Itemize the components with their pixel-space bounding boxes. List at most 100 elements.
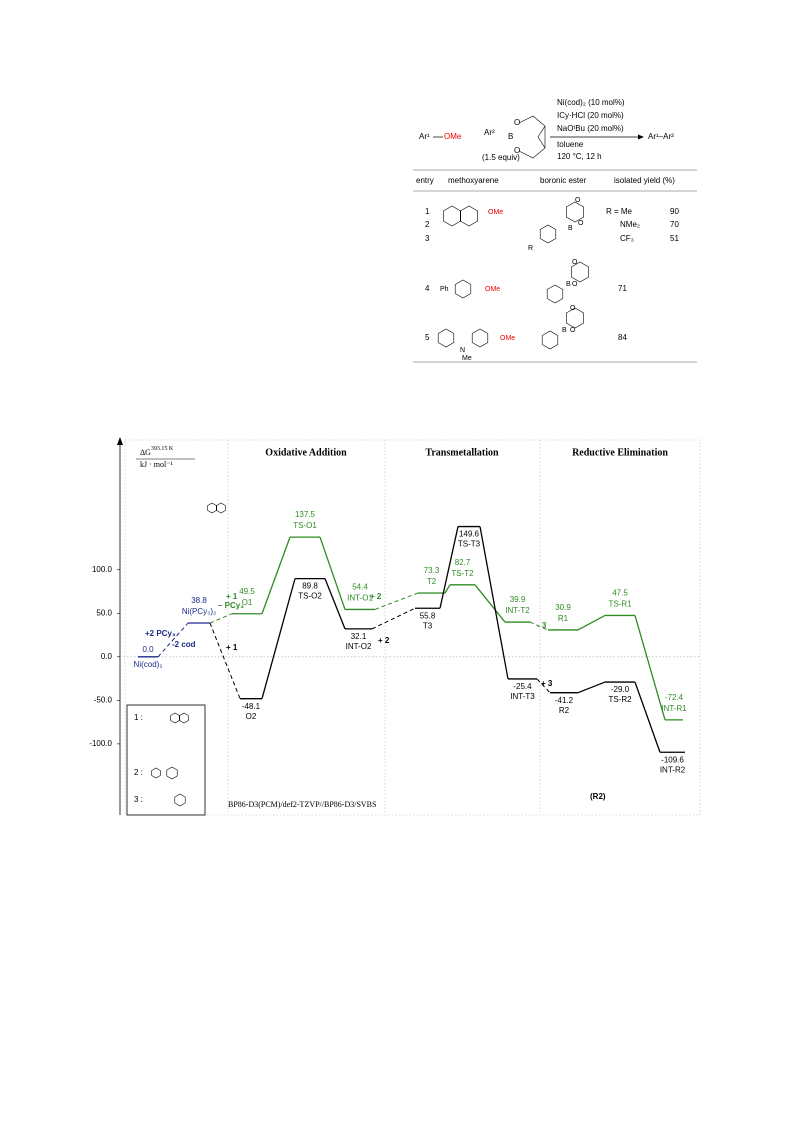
state-label: TS-T3	[458, 540, 481, 549]
ester-ring	[518, 115, 546, 159]
structure-ring	[179, 712, 189, 724]
structure-label: Ph	[440, 286, 449, 293]
entry: 5	[425, 333, 430, 342]
connector	[439, 526, 459, 609]
y-tick-label: -50.0	[94, 695, 113, 704]
product: Ar¹–Ar²	[648, 132, 674, 141]
state-label: R1	[558, 614, 569, 623]
structure-ring	[541, 330, 559, 350]
entry: 2	[425, 220, 430, 229]
legend-key: 3 :	[134, 795, 143, 804]
structure-label: O	[570, 327, 576, 334]
structure-label: R	[528, 245, 533, 252]
table-header: entry	[416, 176, 434, 185]
annotation: +2 PCy₃	[145, 629, 176, 638]
substituent: CF₃	[620, 234, 634, 243]
substituent: R = Me	[606, 207, 633, 216]
reactant-aryl: Ar¹	[419, 132, 430, 141]
yield: 71	[618, 284, 627, 293]
annotation: + 1	[226, 592, 238, 601]
structure-ring	[166, 766, 178, 780]
state-label: TS-T2	[451, 569, 474, 578]
y-label: ΔG393.15 K	[140, 446, 174, 456]
structure-label: OMe	[485, 286, 500, 293]
connector	[444, 584, 451, 594]
energy-value-label: -29.0	[611, 685, 630, 694]
energy-value-label: 82.7	[455, 558, 471, 567]
connector	[319, 536, 346, 610]
structure-label: O	[578, 220, 584, 227]
state-label: INT-R2	[660, 765, 686, 774]
structure-label: O	[572, 281, 578, 288]
structure-label: B	[566, 281, 571, 288]
structure-label: O	[570, 305, 576, 312]
state-label: O1	[242, 598, 253, 607]
state-label: T2	[427, 577, 437, 586]
energy-value-label: 55.8	[420, 611, 436, 620]
energy-value-label: -41.2	[555, 696, 574, 705]
structure-label: O	[572, 259, 578, 266]
structure-ring	[454, 279, 472, 299]
state-label: Ni(cod)₂	[134, 660, 163, 669]
state-label: INT-R1	[661, 704, 687, 713]
connector	[324, 578, 346, 630]
y-tick-label: 100.0	[92, 565, 113, 574]
y-tick-label: -100.0	[89, 739, 112, 748]
structure-ring	[539, 224, 557, 244]
legend-box	[126, 704, 206, 816]
entry: 1	[425, 207, 430, 216]
connector	[371, 607, 416, 630]
energy-value-label: 32.1	[351, 632, 367, 641]
ester-atom: O	[514, 146, 520, 155]
ester-aryl: Ar²	[484, 128, 495, 137]
substituent: NMe₂	[620, 220, 640, 229]
energy-value-label: 89.8	[302, 582, 318, 591]
structure-label: O	[575, 197, 581, 204]
state-label: O2	[246, 712, 257, 721]
structure-ring	[570, 261, 590, 283]
structure-ring	[207, 502, 217, 514]
connector	[261, 578, 296, 699]
connector	[536, 678, 551, 694]
reactant-group: OMe	[444, 132, 462, 141]
structure-label: OMe	[488, 209, 503, 216]
connector	[261, 536, 291, 614]
structure-ring	[565, 201, 585, 223]
annotation: -2 cod	[172, 640, 196, 649]
annotation: – PCy₃	[218, 601, 244, 610]
energy-value-label: 0.0	[142, 645, 154, 654]
connector	[577, 681, 606, 694]
state-label: INT-O1	[347, 594, 373, 603]
structure-label: B	[562, 327, 567, 334]
yield: 90	[670, 207, 679, 216]
annotation: + 2	[370, 592, 382, 601]
state-label: TS-R2	[608, 695, 632, 704]
structure-ring	[546, 284, 564, 304]
connector	[577, 614, 606, 631]
state-label: INT-O2	[346, 642, 372, 651]
ester-atom: O	[514, 118, 520, 127]
connector	[479, 526, 509, 680]
state-label: R2	[559, 706, 570, 715]
y-unit: kJ · mol⁻¹	[140, 460, 173, 469]
connector	[634, 681, 661, 753]
equiv: (1.5 equiv)	[482, 153, 520, 162]
energy-value-label: 30.9	[555, 603, 571, 612]
ester-atom: B	[508, 132, 513, 141]
axis-arrow	[117, 437, 123, 445]
connector	[157, 622, 189, 658]
structure-ring	[471, 328, 489, 348]
annotation: + 2	[378, 636, 390, 645]
condition: Ni(cod)₂ (10 mol%)	[557, 98, 625, 107]
state-label: TS-O2	[298, 592, 322, 601]
state-label: TS-O1	[293, 521, 317, 530]
annotation: + 1	[226, 643, 238, 652]
annotation: (R2)	[590, 792, 606, 801]
entry: 3	[425, 234, 430, 243]
yield: 70	[670, 220, 679, 229]
table-header: methoxyarene	[448, 176, 499, 185]
section-title: Reductive Elimination	[572, 447, 668, 458]
y-label-superscript: 393.15 K	[151, 446, 174, 452]
structure-ring	[174, 793, 186, 807]
